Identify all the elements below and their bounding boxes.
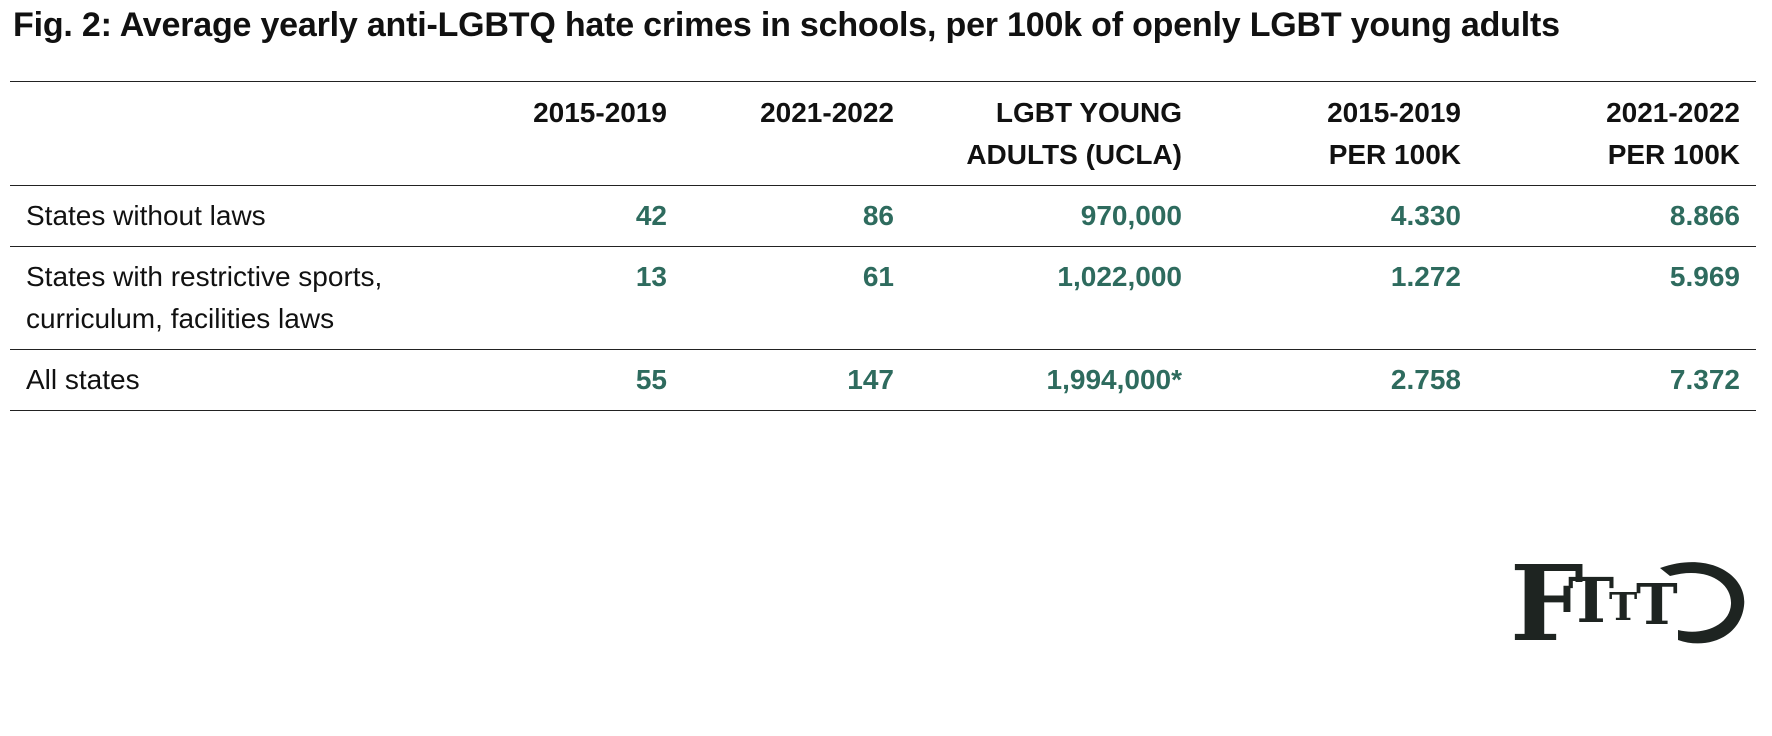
header-line: PER 100K xyxy=(1607,139,1740,170)
cell-value: 42 xyxy=(635,200,667,231)
row-label: All states xyxy=(26,364,140,395)
cell-value: 61 xyxy=(862,261,894,292)
header-line: 2021-2022 xyxy=(760,97,894,128)
row-label: States without laws xyxy=(26,200,266,231)
header-cell-label xyxy=(10,82,456,186)
fttg-logo: F T T T xyxy=(1510,548,1745,658)
cell-value: 970,000 xyxy=(1080,200,1182,231)
table-body: States without laws 42 86 970,000 4.330 … xyxy=(10,186,1756,411)
cell-value: 1.272 xyxy=(1390,261,1461,292)
cell-value: 4.330 xyxy=(1390,200,1461,231)
cell-value: 5.969 xyxy=(1669,261,1740,292)
cell-value: 86 xyxy=(862,200,894,231)
header-line: 2015-2019 xyxy=(1327,97,1461,128)
table-row: States without laws 42 86 970,000 4.330 … xyxy=(10,186,1756,247)
header-cell-2015-2019-per-100k: 2015-2019 PER 100K xyxy=(1198,82,1477,186)
table-header: 2015-2019 2021-2022 LGBT YOUNG ADULTS (U… xyxy=(10,81,1756,186)
header-cell-2021-2022-per-100k: 2021-2022 PER 100K xyxy=(1477,82,1756,186)
header-line: PER 100K xyxy=(1328,139,1461,170)
cell-value: 1,994,000* xyxy=(1046,364,1182,395)
row-label: States with restrictive sports, curricul… xyxy=(26,261,383,334)
cell-value: 13 xyxy=(635,261,667,292)
cell-value: 55 xyxy=(635,364,667,395)
table-row: All states 55 147 1,994,000* 2.758 7.372 xyxy=(10,350,1756,411)
logo-mark: F T T T xyxy=(1510,548,1745,658)
logo-arc-g xyxy=(1660,562,1745,644)
figure-title: Fig. 2: Average yearly anti-LGBTQ hate c… xyxy=(13,6,1560,44)
header-line: 2015-2019 xyxy=(533,97,667,128)
header-row: 2015-2019 2021-2022 LGBT YOUNG ADULTS (U… xyxy=(10,81,1756,186)
table-row: States with restrictive sports, curricul… xyxy=(10,247,1756,350)
header-cell-2015-2019: 2015-2019 xyxy=(456,82,683,186)
logo-letter-t-medium: T xyxy=(1636,572,1678,638)
cell-value: 1,022,000 xyxy=(1057,261,1182,292)
header-cell-lgbt-young-adults: LGBT YOUNG ADULTS (UCLA) xyxy=(910,82,1198,186)
logo-letter-t-large: T xyxy=(1568,564,1614,637)
logo-letter-t-small: T xyxy=(1609,584,1637,629)
header-line: ADULTS (UCLA) xyxy=(966,139,1182,170)
cell-value: 7.372 xyxy=(1669,364,1740,395)
header-line: LGBT YOUNG xyxy=(995,97,1182,128)
cell-value: 147 xyxy=(847,364,894,395)
logo-letter-f: F xyxy=(1510,548,1584,658)
data-table: 2015-2019 2021-2022 LGBT YOUNG ADULTS (U… xyxy=(10,81,1756,411)
header-line: 2021-2022 xyxy=(1606,97,1740,128)
cell-value: 2.758 xyxy=(1390,364,1461,395)
header-cell-2021-2022: 2021-2022 xyxy=(683,82,910,186)
cell-value: 8.866 xyxy=(1669,200,1740,231)
